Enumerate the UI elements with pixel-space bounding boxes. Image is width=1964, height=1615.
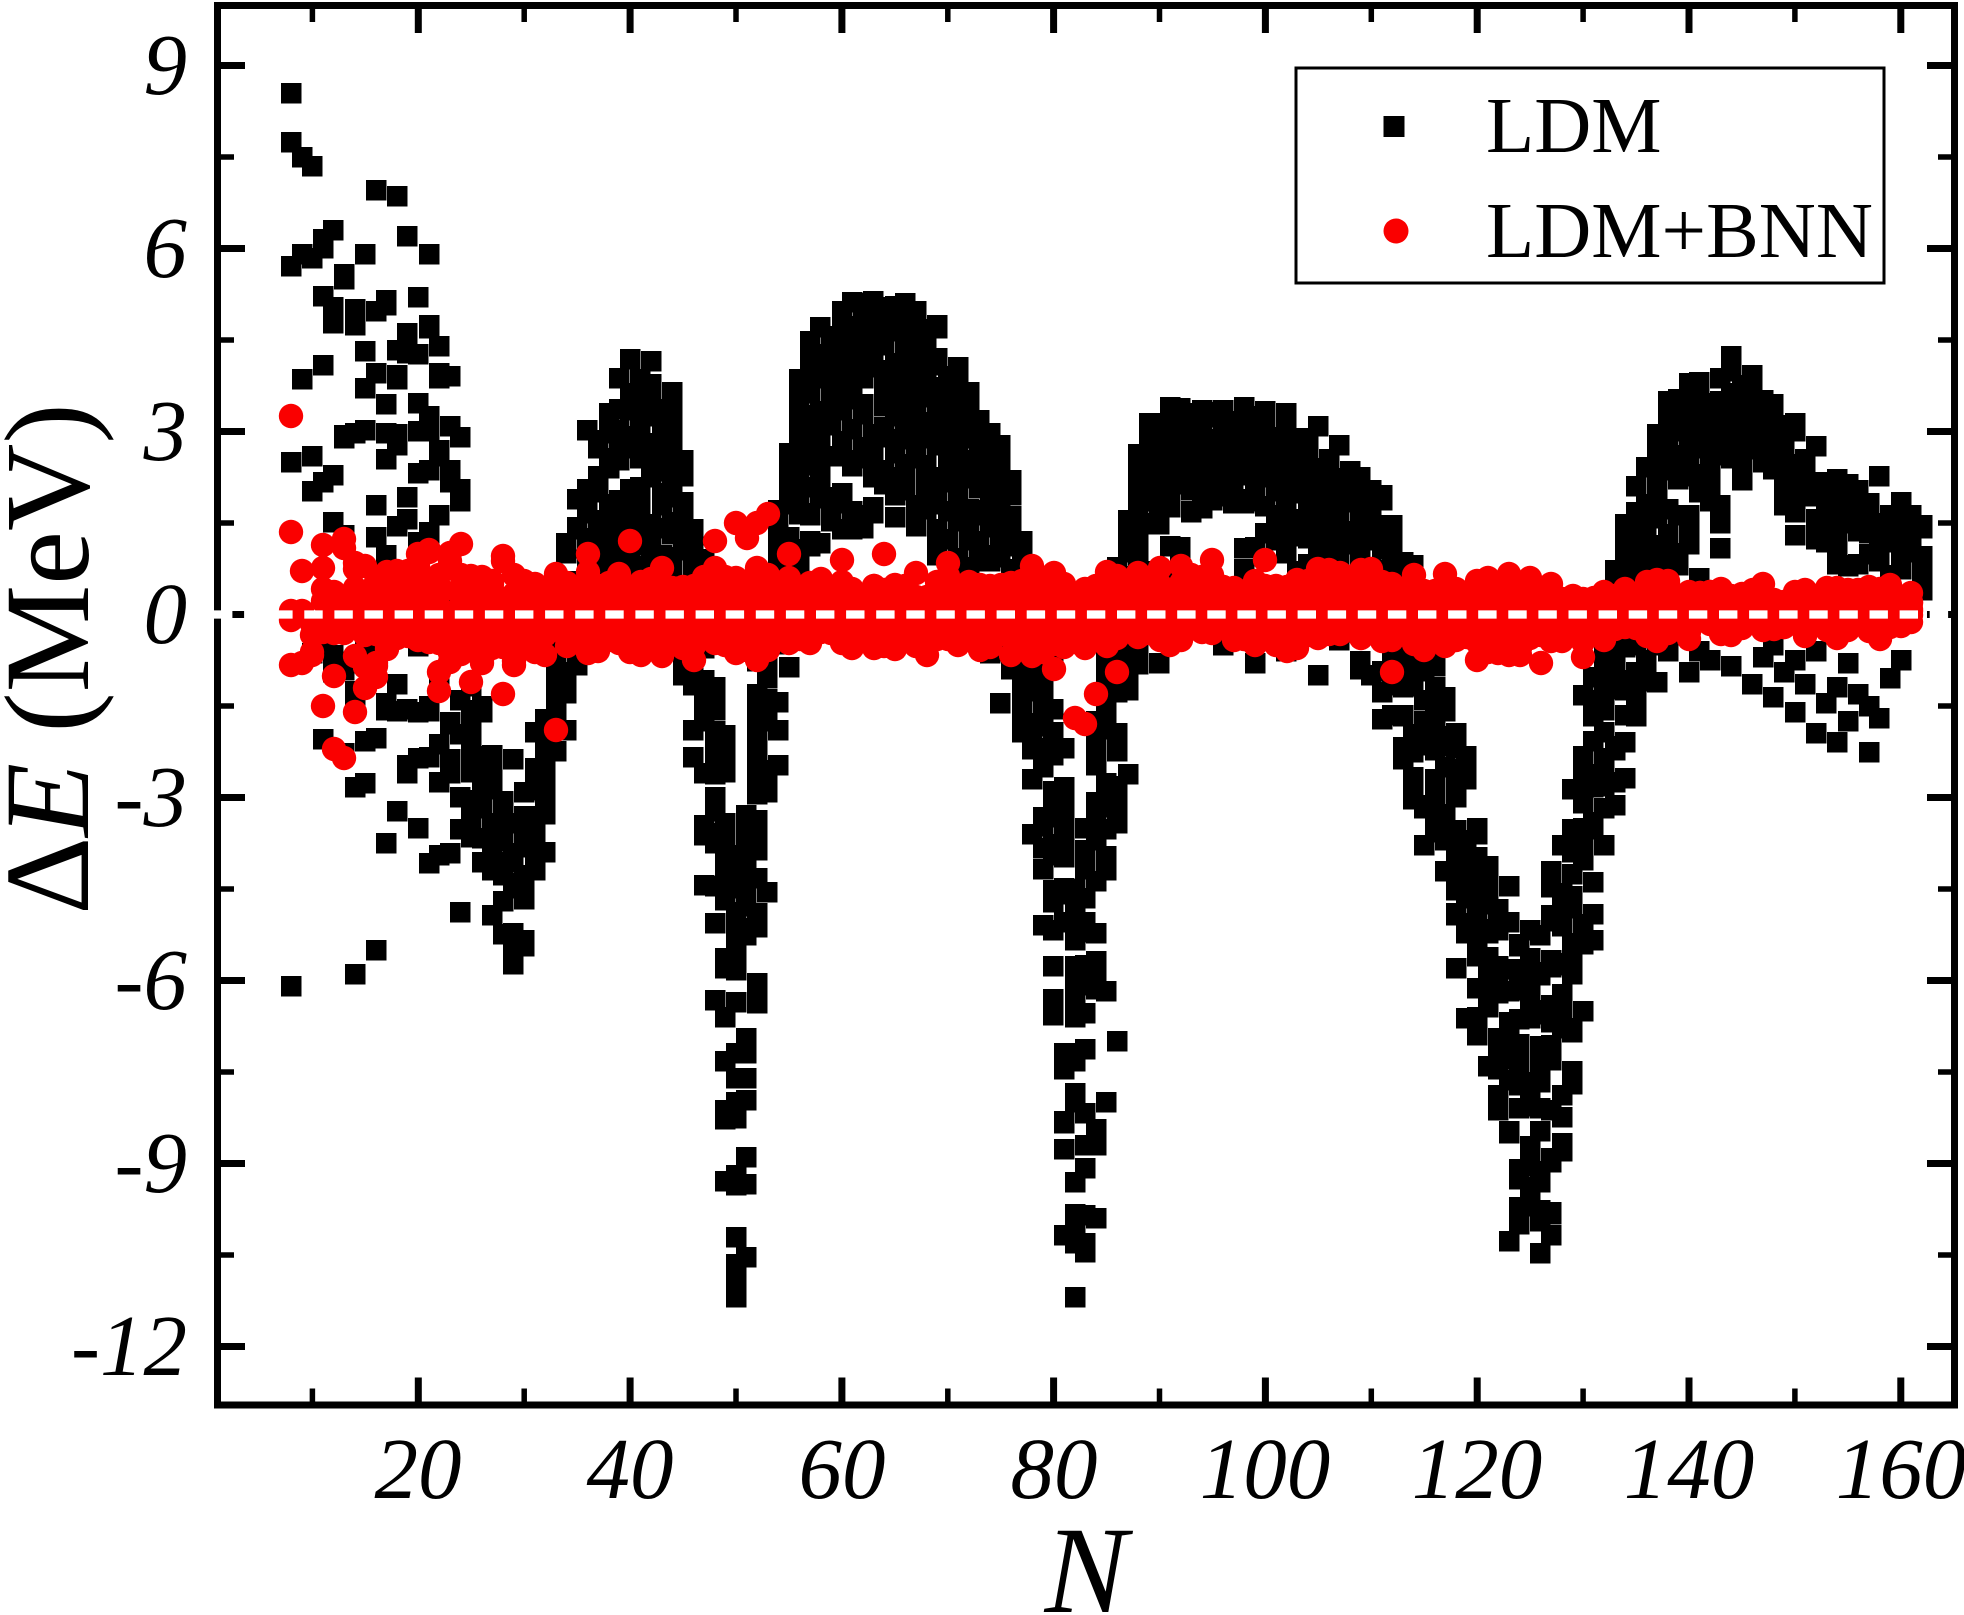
svg-text:N: N [1044,1502,1134,1615]
svg-text:6: 6 [144,199,188,296]
svg-text:-9: -9 [115,1114,187,1211]
svg-text:-3: -3 [115,748,187,845]
svg-text:100: 100 [1200,1420,1331,1517]
svg-text:3: 3 [143,382,188,479]
svg-text:LDM: LDM [1486,83,1662,170]
svg-text:ΔE (MeV): ΔE (MeV) [0,403,115,914]
svg-text:-6: -6 [115,931,188,1028]
svg-text:160: 160 [1836,1420,1964,1517]
svg-text:9: 9 [144,16,188,113]
svg-text:140: 140 [1624,1420,1755,1517]
svg-text:20: 20 [375,1420,462,1517]
svg-text:120: 120 [1412,1420,1543,1517]
svg-text:0: 0 [144,565,188,662]
svg-text:80: 80 [1011,1420,1098,1517]
svg-text:40: 40 [587,1420,674,1517]
svg-text:LDM+BNN: LDM+BNN [1486,188,1873,275]
svg-text:-12: -12 [71,1297,187,1394]
svg-text:60: 60 [799,1420,886,1517]
